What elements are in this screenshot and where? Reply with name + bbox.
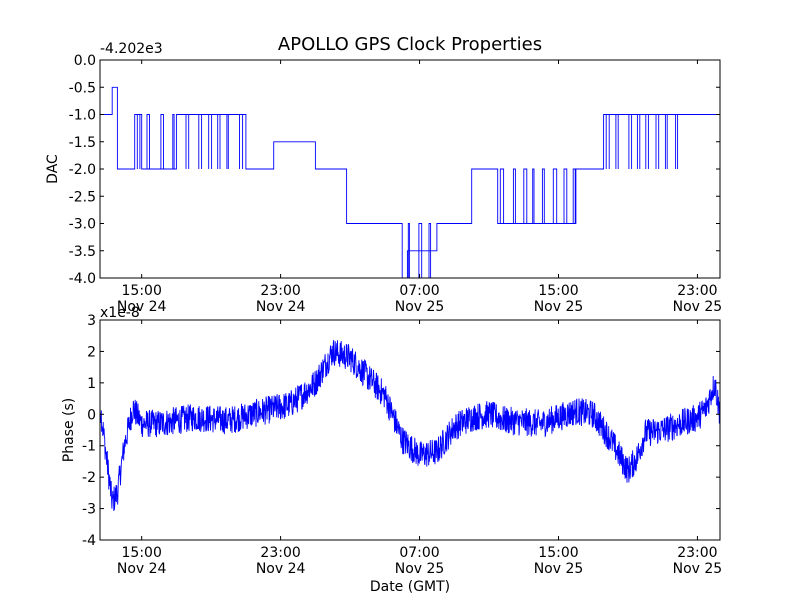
x-tick-date-0-1: Nov 24: [256, 299, 306, 315]
y-tick-label-1-5: -2: [82, 470, 96, 486]
y-tick-label-1-0: 3: [87, 313, 96, 329]
x-tick-date-0-0: Nov 24: [117, 299, 167, 315]
y-tick-label-0-6: -3.0: [69, 217, 96, 233]
x-tick-date-0-3: Nov 25: [534, 299, 584, 315]
x-tick-time-0-4: 23:00: [677, 283, 717, 299]
y-axis-label-0: DAC: [45, 154, 61, 184]
x-tick-time-1-4: 23:00: [677, 545, 717, 561]
offset-label-1: x1e-8: [100, 305, 140, 321]
dac-panel: 0.0 -0.5 -1.0 -1.5 -2.0 -2.5 -3.0 -3.5 -4.0 15:00…: [45, 41, 722, 315]
offset-label-0: -4.202e3: [100, 41, 163, 57]
y-tick-label-0-8: -4.0: [69, 271, 96, 287]
y-tick-label-1-1: 2: [87, 344, 96, 360]
y-tick-label-1-2: 1: [87, 376, 96, 392]
series-toggle-0-2: [499, 168, 576, 224]
x-tick-date-0-4: Nov 25: [673, 299, 723, 315]
y-tick-label-0-1: -0.5: [69, 80, 96, 96]
plot-frame-1: [99, 319, 721, 541]
x-tick-date-1-1: Nov 24: [256, 561, 306, 577]
x-tick-time-1-0: 15:00: [122, 545, 162, 561]
x-tick-time-0-3: 15:00: [538, 283, 578, 299]
x-axis-label: Date (GMT): [370, 579, 450, 595]
x-tick-time-0-2: 07:00: [399, 283, 439, 299]
chart-title: APOLLO GPS Clock Properties: [278, 34, 542, 55]
y-tick-label-0-5: -2.5: [69, 189, 96, 205]
y-tick-label-0-2: -1.0: [69, 108, 96, 124]
x-tick-time-1-2: 07:00: [399, 545, 439, 561]
x-tick-date-1-3: Nov 25: [534, 561, 584, 577]
x-tick-time-0-0: 15:00: [122, 283, 162, 299]
y-tick-label-1-7: -4: [82, 533, 96, 549]
x-tick-date-0-2: Nov 25: [395, 299, 445, 315]
series-toggle-0-0: [136, 114, 244, 169]
y-tick-label-0-7: -3.5: [69, 244, 96, 260]
y-tick-label-1-3: 0: [87, 407, 96, 423]
x-tick-date-1-2: Nov 25: [395, 561, 445, 577]
x-tick-date-1-4: Nov 25: [673, 561, 723, 577]
x-tick-time-1-3: 15:00: [538, 545, 578, 561]
y-tick-label-1-4: -1: [82, 439, 96, 455]
series-toggle-0-1: [407, 223, 432, 278]
y-axis-label-1: Phase (s): [61, 398, 77, 462]
series-line-1-0: [100, 340, 720, 512]
x-tick-time-0-1: 23:00: [260, 283, 300, 299]
series-toggle-0-3: [605, 114, 679, 169]
y-tick-label-0-0: 0.0: [74, 53, 96, 69]
y-tick-label-1-6: -3: [82, 502, 96, 518]
y-tick-label-0-4: -2.0: [69, 162, 96, 178]
x-tick-time-1-1: 23:00: [260, 545, 300, 561]
x-tick-date-1-0: Nov 24: [117, 561, 167, 577]
y-tick-label-0-3: -1.5: [69, 135, 96, 151]
